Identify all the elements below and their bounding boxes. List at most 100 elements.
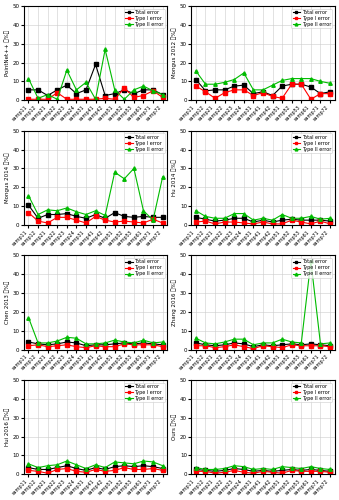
Total error <box>309 217 313 223</box>
Type I error <box>36 96 40 102</box>
Type II error <box>151 88 155 94</box>
Type I error <box>94 214 98 220</box>
Total error <box>299 342 303 348</box>
Type I error <box>113 344 117 349</box>
Type II error <box>122 339 126 345</box>
Type I error <box>103 468 107 474</box>
Total error <box>290 81 294 87</box>
Type I error <box>290 342 294 348</box>
Type II error <box>309 214 313 220</box>
Type I error <box>103 344 107 349</box>
Type I error <box>242 470 246 476</box>
Total error <box>261 342 265 348</box>
Total error <box>271 219 275 225</box>
Type II error <box>271 340 275 346</box>
Type I error <box>232 342 236 348</box>
Total error <box>55 212 59 218</box>
Type II error <box>141 208 145 214</box>
Type I error <box>151 466 155 471</box>
Type II error <box>213 216 217 222</box>
Line: Total error: Total error <box>27 340 164 347</box>
Type II error <box>46 207 50 213</box>
Total error <box>46 342 50 348</box>
Type I error <box>271 344 275 349</box>
Total error <box>46 212 50 218</box>
Type II error <box>26 314 31 320</box>
Total error <box>203 468 207 473</box>
Type II error <box>113 169 117 175</box>
Type II error <box>318 78 322 84</box>
Type I error <box>328 470 332 476</box>
Type I error <box>318 343 322 349</box>
Total error <box>74 340 78 346</box>
Line: Total error: Total error <box>27 464 164 472</box>
Type I error <box>299 81 303 87</box>
Type II error <box>242 210 246 216</box>
Type I error <box>261 90 265 96</box>
Type I error <box>280 221 284 227</box>
Line: Type I error: Type I error <box>194 218 332 226</box>
Total error <box>94 342 98 348</box>
Total error <box>84 343 88 349</box>
Type II error <box>65 67 69 73</box>
Type I error <box>94 96 98 102</box>
Type II error <box>194 335 198 341</box>
Type I error <box>84 344 88 350</box>
Total error <box>122 87 126 93</box>
Type I error <box>36 342 40 348</box>
Type I error <box>299 468 303 474</box>
Total error <box>141 87 145 93</box>
Line: Type I error: Type I error <box>27 466 164 475</box>
Type II error <box>251 87 255 93</box>
Line: Type II error: Type II error <box>27 166 164 222</box>
Type I error <box>161 94 165 100</box>
Total error <box>271 343 275 349</box>
Type II error <box>223 339 227 345</box>
Total error <box>36 216 40 222</box>
Total error <box>280 342 284 348</box>
Type II error <box>232 462 236 468</box>
Type II error <box>223 80 227 86</box>
Type II error <box>290 216 294 222</box>
Type II error <box>194 464 198 470</box>
Type I error <box>141 92 145 98</box>
Type I error <box>271 94 275 100</box>
Total error <box>223 217 227 223</box>
Type I error <box>122 218 126 224</box>
Type II error <box>94 462 98 468</box>
Type II error <box>271 466 275 472</box>
Type I error <box>290 217 294 223</box>
Type I error <box>223 344 227 349</box>
Type I error <box>261 343 265 349</box>
Type I error <box>84 220 88 226</box>
Type II error <box>232 76 236 82</box>
Type II error <box>46 92 50 98</box>
Type I error <box>55 214 59 220</box>
Type I error <box>84 96 88 102</box>
Type I error <box>74 344 78 349</box>
Type II error <box>232 210 236 216</box>
Type I error <box>26 468 31 473</box>
Total error <box>261 88 265 94</box>
Type II error <box>65 334 69 340</box>
Total error <box>328 218 332 224</box>
Line: Type I error: Type I error <box>27 342 164 349</box>
Type II error <box>280 464 284 469</box>
Type I error <box>251 221 255 227</box>
Total error <box>84 216 88 222</box>
Type II error <box>213 466 217 472</box>
Total error <box>55 341 59 347</box>
Total error <box>74 214 78 220</box>
Type II error <box>280 336 284 342</box>
Legend: Total error, Type I error, Type II error: Total error, Type I error, Type II error <box>291 133 333 153</box>
Type I error <box>328 344 332 349</box>
Type I error <box>232 219 236 225</box>
Total error <box>103 466 107 472</box>
Type I error <box>194 343 198 349</box>
Total error <box>299 468 303 473</box>
Total error <box>26 339 31 345</box>
Type II error <box>280 212 284 218</box>
Total error <box>94 212 98 218</box>
Type I error <box>161 220 165 226</box>
Total error <box>65 82 69 88</box>
